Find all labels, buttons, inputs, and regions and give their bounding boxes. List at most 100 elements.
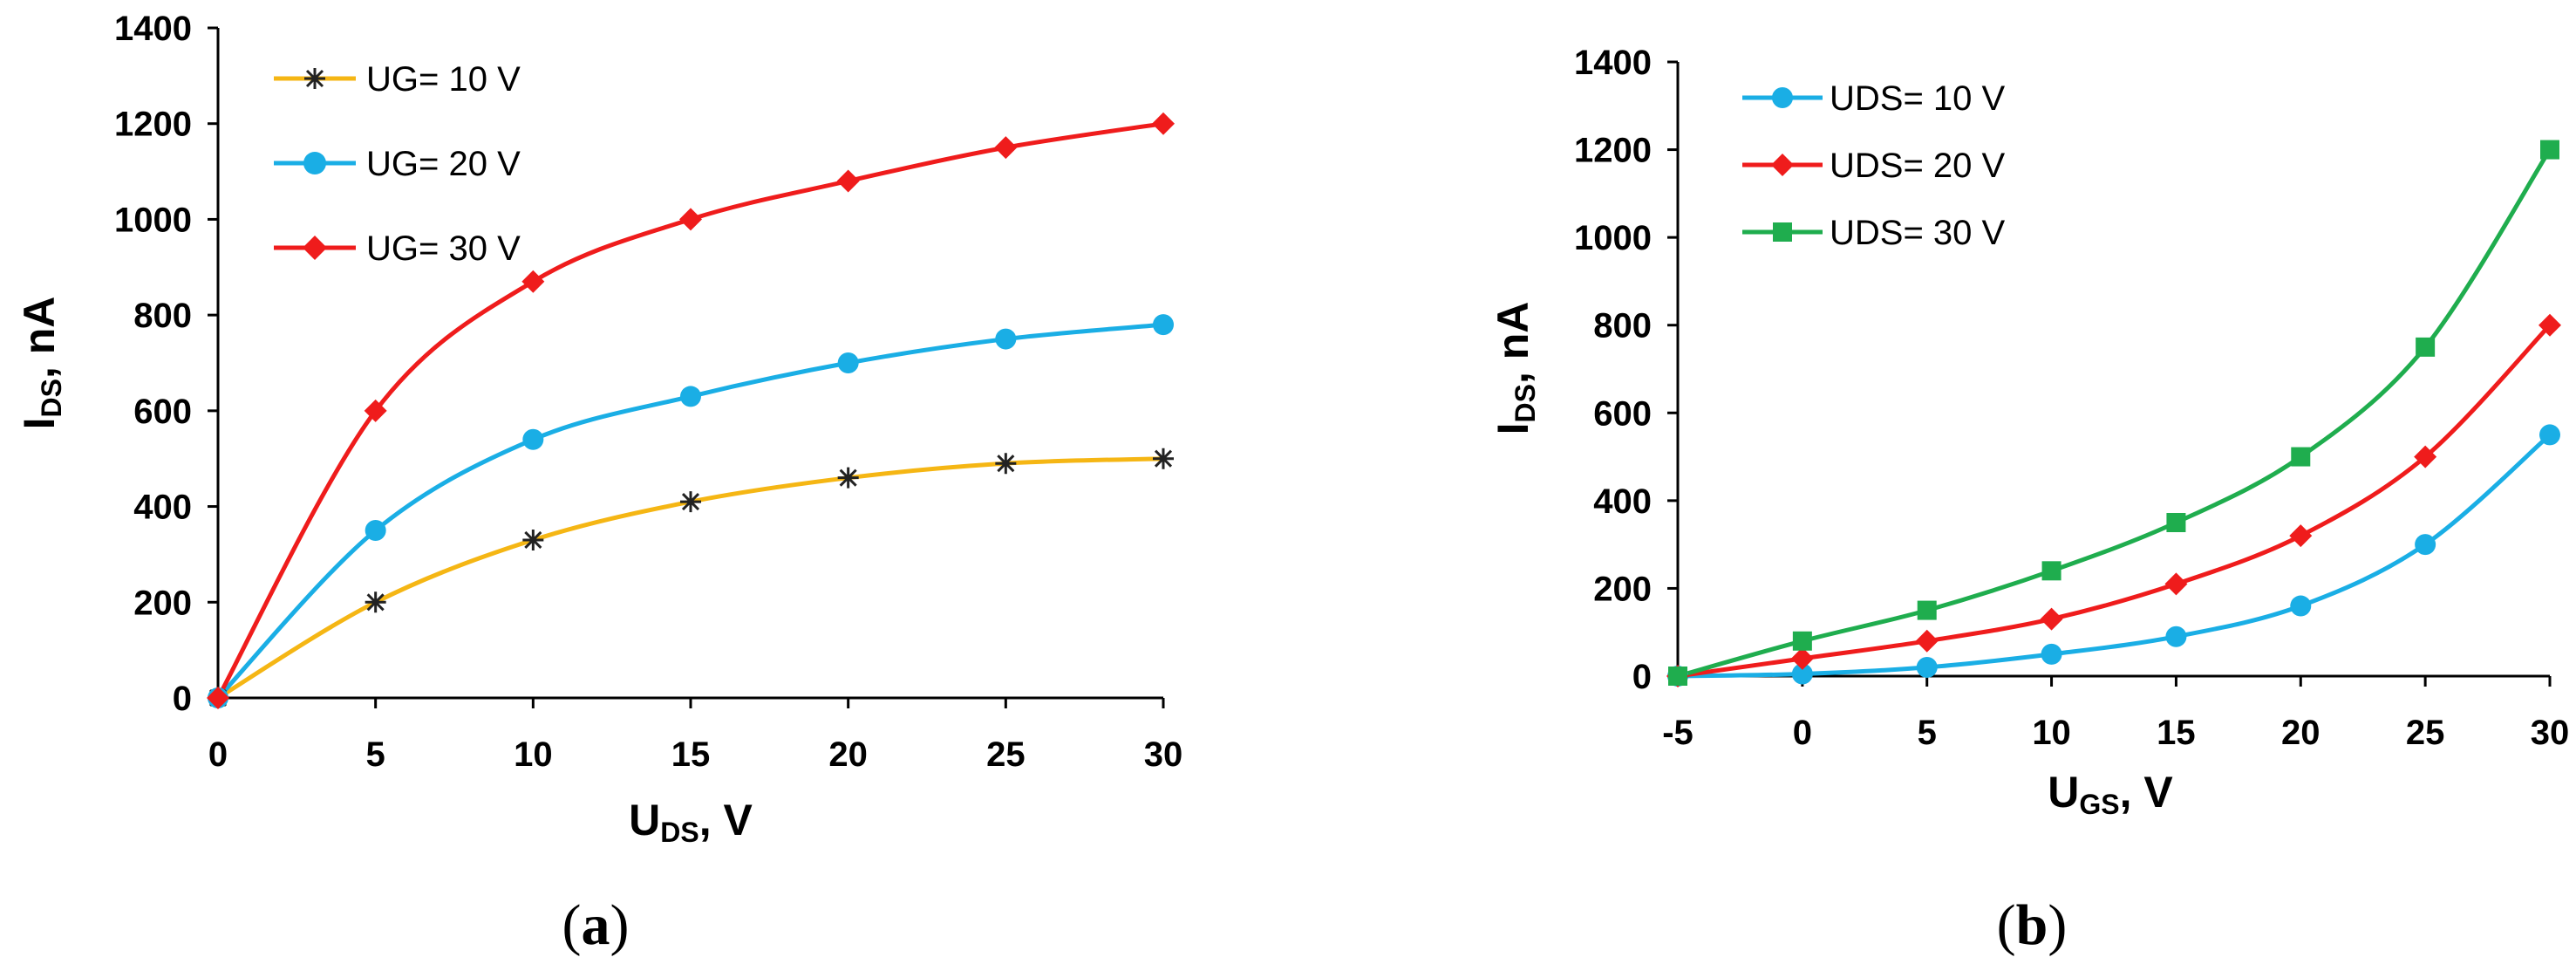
y-axis-ticks-b: 0 200 400 600 800 1000 1200 1400 xyxy=(1574,44,1678,696)
data-point-circle xyxy=(1153,314,1174,336)
legend-item: UG= 10 V xyxy=(274,60,521,99)
chart-panel-a: 0 200 400 600 800 1000 1200 1400 0 5 10 15 20 25 30 I… xyxy=(15,10,1182,957)
x-tick-label: 30 xyxy=(2531,714,2570,752)
data-point-diamond xyxy=(2539,313,2561,337)
data-point-circle xyxy=(680,386,701,407)
y-tick-label: 0 xyxy=(1632,658,1652,696)
data-point-diamond xyxy=(836,169,860,193)
data-point-square xyxy=(2540,140,2559,160)
panel-label-a: (a) xyxy=(562,893,630,957)
x-axis-label-a: UDS, V xyxy=(629,796,753,848)
data-point-square xyxy=(2416,337,2436,357)
y-tick-label: 1200 xyxy=(1574,132,1652,170)
x-tick-label: 10 xyxy=(2032,714,2071,752)
circle-marker xyxy=(303,152,326,174)
y-tick-label: 800 xyxy=(133,297,192,335)
data-point-asterisk xyxy=(522,529,544,550)
data-point-asterisk xyxy=(995,453,1017,475)
y-axis-label-a: IDS, nA xyxy=(15,297,67,430)
asterisk-marker xyxy=(304,68,325,89)
y-tick-label: 1200 xyxy=(114,106,192,144)
data-point-diamond xyxy=(1152,112,1175,135)
data-point-circle xyxy=(2539,424,2560,446)
x-tick-label: -5 xyxy=(1662,714,1693,752)
data-point-square xyxy=(1917,600,1937,620)
data-point-square xyxy=(1792,631,1812,651)
y-tick-label: 1400 xyxy=(114,10,192,48)
y-tick-label: 200 xyxy=(1593,570,1652,608)
data-point-circle xyxy=(2290,595,2312,617)
y-tick-label: 400 xyxy=(133,489,192,527)
x-axis-ticks-b: -5 0 5 10 15 20 25 30 xyxy=(1662,676,2569,752)
diamond-marker xyxy=(303,236,327,260)
legend-label: UG= 10 V xyxy=(366,60,521,99)
y-axis-ticks-a: 0 200 400 600 800 1000 1200 1400 xyxy=(114,10,218,718)
x-tick-label: 20 xyxy=(2281,714,2320,752)
data-point-diamond xyxy=(207,687,229,709)
circle-marker xyxy=(1772,87,1793,108)
y-tick-label: 1400 xyxy=(1574,44,1652,82)
data-point-circle xyxy=(2165,626,2187,647)
legend-item: UDS= 30 V xyxy=(1742,214,2006,252)
data-point-diamond xyxy=(1790,646,1814,670)
y-tick-label: 200 xyxy=(133,584,192,622)
data-point-asterisk xyxy=(1153,448,1174,469)
plot-area-a: 0 200 400 600 800 1000 1200 1400 0 5 10 15 20 25 30 xyxy=(114,10,1182,774)
data-point-diamond xyxy=(364,399,387,422)
series-markers-a xyxy=(207,112,1175,709)
x-tick-label: 10 xyxy=(514,735,553,774)
legend-label: UDS= 20 V xyxy=(1830,147,2006,185)
y-tick-label: 1000 xyxy=(1574,219,1652,257)
x-tick-label: 0 xyxy=(208,735,228,774)
legend-item: UDS= 10 V xyxy=(1742,79,2006,118)
x-tick-label: 30 xyxy=(1144,735,1183,774)
data-point-diamond xyxy=(2040,607,2063,631)
legend-item: UG= 20 V xyxy=(274,145,521,183)
data-point-square xyxy=(2166,513,2186,532)
data-point-diamond xyxy=(2414,445,2437,468)
y-axis-label-b: IDS, nA xyxy=(1489,302,1541,435)
data-point-diamond xyxy=(1915,629,1939,653)
x-tick-label: 15 xyxy=(671,735,711,774)
data-point-circle xyxy=(2415,534,2436,556)
y-tick-label: 600 xyxy=(1593,394,1652,433)
x-axis-label-b: UGS, V xyxy=(2048,768,2173,820)
x-tick-label: 25 xyxy=(986,735,1026,774)
data-point-circle xyxy=(2041,643,2062,665)
data-point-circle xyxy=(1916,656,1938,678)
legend-item: UDS= 20 V xyxy=(1742,147,2006,185)
data-point-diamond xyxy=(2164,572,2188,596)
data-point-asterisk xyxy=(680,491,701,513)
y-tick-label: 800 xyxy=(1593,307,1652,345)
data-point-diamond xyxy=(679,208,702,231)
x-tick-label: 20 xyxy=(828,735,868,774)
data-point-asterisk xyxy=(837,467,859,489)
panel-label-b: (b) xyxy=(1997,893,2068,957)
series-markers-b xyxy=(1666,140,2561,687)
diamond-marker xyxy=(1771,154,1794,176)
data-point-diamond xyxy=(2289,524,2313,548)
legend-label: UDS= 10 V xyxy=(1830,79,2006,118)
x-tick-label: 5 xyxy=(366,735,385,774)
data-point-square xyxy=(1668,667,1687,686)
data-point-circle xyxy=(837,352,859,373)
y-tick-label: 400 xyxy=(1593,482,1652,521)
y-tick-label: 0 xyxy=(173,680,192,718)
legend-label: UG= 20 V xyxy=(366,145,521,183)
legend-a: UG= 10 V UG= 20 V UG= 30 V xyxy=(274,60,521,268)
y-tick-label: 600 xyxy=(133,393,192,431)
data-point-square xyxy=(2041,561,2061,581)
x-tick-label: 0 xyxy=(1793,714,1812,752)
legend-item: UG= 30 V xyxy=(274,229,521,268)
x-tick-label: 15 xyxy=(2157,714,2196,752)
data-point-diamond xyxy=(521,270,545,293)
legend-label: UDS= 30 V xyxy=(1830,214,2006,252)
plot-area-b: 0 200 400 600 800 1000 1200 1400 -5 0 5 10 15 20 25 30 xyxy=(1574,44,2569,752)
x-axis-ticks-a: 0 5 10 15 20 25 30 xyxy=(208,698,1182,774)
x-tick-label: 25 xyxy=(2406,714,2445,752)
data-point-asterisk xyxy=(365,591,386,613)
data-point-circle xyxy=(365,520,386,541)
data-point-circle xyxy=(995,328,1017,350)
legend-label: UG= 30 V xyxy=(366,229,521,268)
